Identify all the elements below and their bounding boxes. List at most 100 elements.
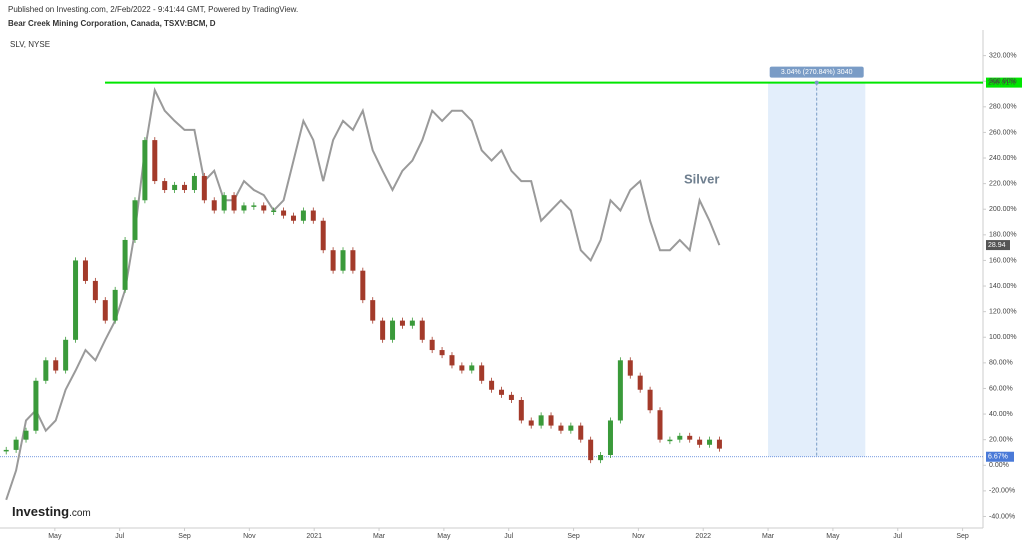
y-tick-label: 140.00% — [989, 283, 1017, 290]
candle — [627, 360, 633, 376]
candle — [132, 200, 138, 240]
candle — [221, 195, 227, 211]
candle — [360, 270, 366, 301]
silver-last-label: 28.94 — [988, 242, 1006, 249]
candle — [241, 205, 247, 211]
candle — [300, 210, 306, 221]
x-tick-label: Jul — [504, 533, 513, 540]
candle — [429, 339, 435, 351]
candle — [201, 175, 207, 201]
candle — [578, 425, 584, 440]
candle — [162, 181, 168, 191]
y-tick-label: -20.00% — [989, 488, 1015, 495]
candle — [73, 260, 79, 340]
x-tick-label: 2022 — [695, 533, 711, 540]
plot-area — [0, 82, 983, 501]
y-tick-label: 100.00% — [989, 334, 1017, 341]
y-tick-label: 300.00% — [989, 78, 1017, 85]
current-label: 6.67% — [988, 454, 1008, 461]
candle — [350, 250, 356, 271]
x-tick-label: Nov — [632, 533, 645, 540]
candle — [191, 175, 197, 191]
candle — [380, 320, 386, 340]
candle — [92, 280, 98, 301]
candle — [548, 415, 554, 426]
x-tick-label: Mar — [373, 533, 386, 540]
candle — [687, 435, 693, 440]
x-tick-label: Jul — [115, 533, 124, 540]
y-tick-label: 180.00% — [989, 232, 1017, 239]
y-tick-label: 160.00% — [989, 257, 1017, 264]
candle — [142, 140, 148, 201]
x-tick-label: Mar — [762, 533, 775, 540]
candle — [172, 184, 178, 191]
candle — [598, 455, 604, 461]
candle — [657, 410, 663, 440]
candle — [340, 250, 346, 271]
candle — [23, 430, 29, 440]
x-tick-label: Nov — [243, 533, 256, 540]
candle — [370, 300, 376, 321]
compare-label: SLV, NYSE — [10, 40, 50, 49]
x-tick-label: Sep — [956, 533, 969, 540]
candle — [3, 449, 9, 452]
candle — [647, 389, 653, 411]
y-tick-label: 260.00% — [989, 129, 1017, 136]
candle — [182, 184, 188, 191]
x-tick-label: Sep — [567, 533, 580, 540]
logo-brand: Investing — [12, 504, 69, 519]
candle — [53, 360, 59, 371]
candle — [716, 439, 722, 449]
y-tick-label: 220.00% — [989, 180, 1017, 187]
y-tick-label: 80.00% — [989, 360, 1013, 367]
y-tick-label: 60.00% — [989, 385, 1013, 392]
logo: Investing.com — [12, 504, 91, 519]
measure-tag — [769, 66, 864, 78]
candle — [419, 320, 425, 340]
candle — [667, 439, 673, 442]
candle — [330, 250, 336, 271]
logo-suffix: .com — [69, 508, 91, 519]
y-tick-label: 20.00% — [989, 437, 1013, 444]
candle — [588, 439, 594, 461]
x-tick-label: Sep — [178, 533, 191, 540]
published-note: Published on Investing.com, 2/Feb/2022 -… — [8, 5, 298, 14]
candle — [697, 439, 703, 445]
candle — [439, 350, 445, 356]
y-tick-label: 280.00% — [989, 104, 1017, 111]
candle — [290, 215, 296, 221]
candle — [390, 320, 396, 340]
y-tick-label: 200.00% — [989, 206, 1017, 213]
overlay: 298.91% 6.67% 28.94 Silver 3.04% (270.84%) 3… — [105, 66, 1022, 462]
candle — [528, 420, 534, 426]
x-tick-label: May — [48, 533, 62, 540]
candle — [508, 394, 514, 400]
candle — [102, 300, 108, 321]
y-tick-label: 120.00% — [989, 308, 1017, 315]
candle — [271, 210, 277, 213]
candle — [261, 205, 267, 211]
current-tag — [986, 451, 1014, 462]
level-tag — [986, 77, 1022, 88]
candle — [82, 260, 88, 281]
y-tick-label: -40.00% — [989, 513, 1015, 520]
candle — [617, 360, 623, 421]
candle — [320, 220, 326, 251]
level-label: 298.91% — [988, 79, 1016, 86]
candle — [479, 365, 485, 381]
measure-label: 3.04% (270.84%) 3040 — [781, 69, 853, 76]
y-tick-label: 40.00% — [989, 411, 1013, 418]
candle — [518, 399, 524, 421]
candle — [489, 380, 495, 390]
y-tick-label: 240.00% — [989, 155, 1017, 162]
y-tick-label: 320.00% — [989, 52, 1017, 59]
candle — [112, 289, 118, 321]
candle — [558, 425, 564, 431]
candle — [63, 339, 69, 371]
candle — [499, 389, 505, 395]
candle — [469, 365, 475, 371]
x-tick-label: 2021 — [306, 533, 322, 540]
candle — [607, 420, 613, 456]
candle — [568, 425, 574, 431]
